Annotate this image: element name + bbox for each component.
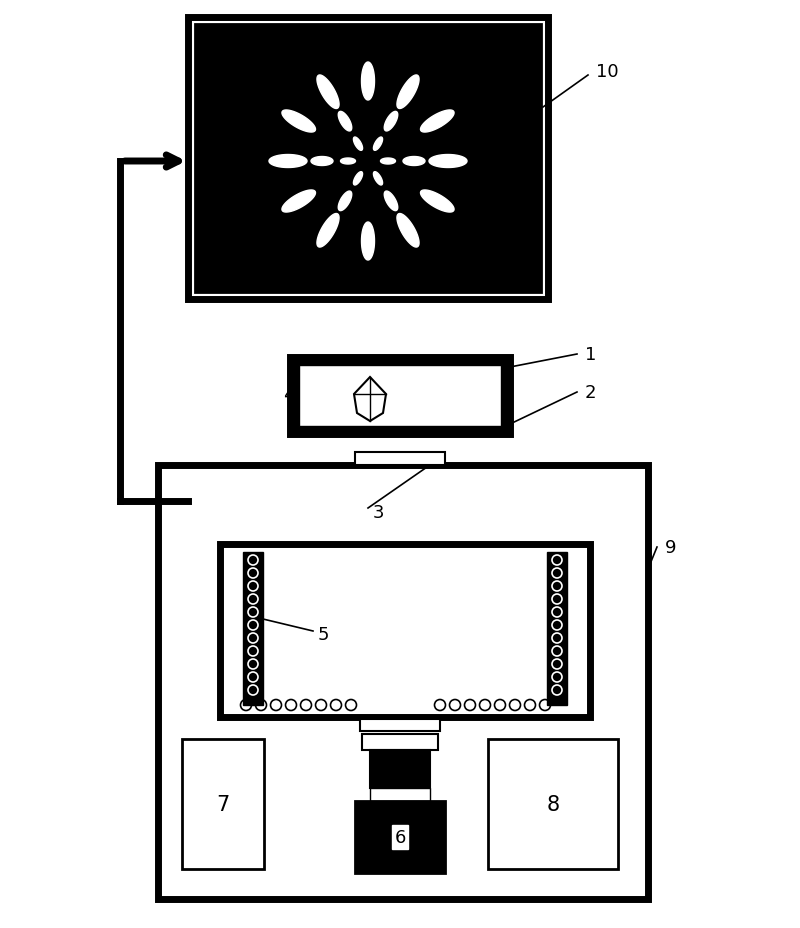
Bar: [182, 740, 264, 869]
Polygon shape: [421, 191, 454, 213]
Bar: [220, 545, 590, 717]
Bar: [355, 801, 445, 873]
Bar: [360, 719, 440, 731]
Text: 9: 9: [665, 538, 677, 557]
Polygon shape: [311, 158, 333, 166]
Polygon shape: [354, 138, 362, 151]
Polygon shape: [317, 76, 339, 110]
Polygon shape: [282, 191, 315, 213]
Polygon shape: [403, 158, 425, 166]
Text: 1: 1: [585, 345, 596, 364]
Polygon shape: [282, 110, 315, 133]
Polygon shape: [381, 159, 395, 165]
Bar: [158, 466, 648, 899]
Text: 7: 7: [216, 794, 230, 814]
Bar: [488, 740, 618, 869]
Polygon shape: [421, 110, 454, 133]
Polygon shape: [374, 173, 382, 186]
Bar: [299, 366, 501, 427]
Bar: [195, 25, 541, 292]
Polygon shape: [374, 138, 382, 151]
Polygon shape: [384, 112, 398, 132]
Bar: [370, 750, 430, 788]
Polygon shape: [338, 112, 352, 132]
Polygon shape: [397, 76, 419, 110]
Text: 8: 8: [546, 794, 559, 814]
Polygon shape: [429, 155, 467, 168]
Text: 2: 2: [585, 383, 597, 402]
Polygon shape: [397, 214, 419, 248]
Bar: [355, 453, 445, 466]
Polygon shape: [341, 159, 355, 165]
Bar: [362, 734, 438, 750]
Text: 10: 10: [596, 63, 618, 81]
Polygon shape: [269, 155, 307, 168]
Text: 6: 6: [394, 828, 406, 846]
Polygon shape: [338, 192, 352, 212]
Bar: [370, 788, 430, 801]
Text: 3: 3: [373, 504, 385, 522]
Bar: [547, 552, 567, 705]
Bar: [188, 18, 548, 300]
Text: 5: 5: [318, 625, 330, 643]
Polygon shape: [384, 192, 398, 212]
Text: 4: 4: [283, 386, 295, 404]
Circle shape: [256, 50, 480, 274]
Polygon shape: [362, 223, 374, 261]
Polygon shape: [354, 173, 362, 186]
Polygon shape: [362, 63, 374, 101]
Bar: [243, 552, 263, 705]
Bar: [290, 357, 510, 434]
Polygon shape: [317, 214, 339, 248]
